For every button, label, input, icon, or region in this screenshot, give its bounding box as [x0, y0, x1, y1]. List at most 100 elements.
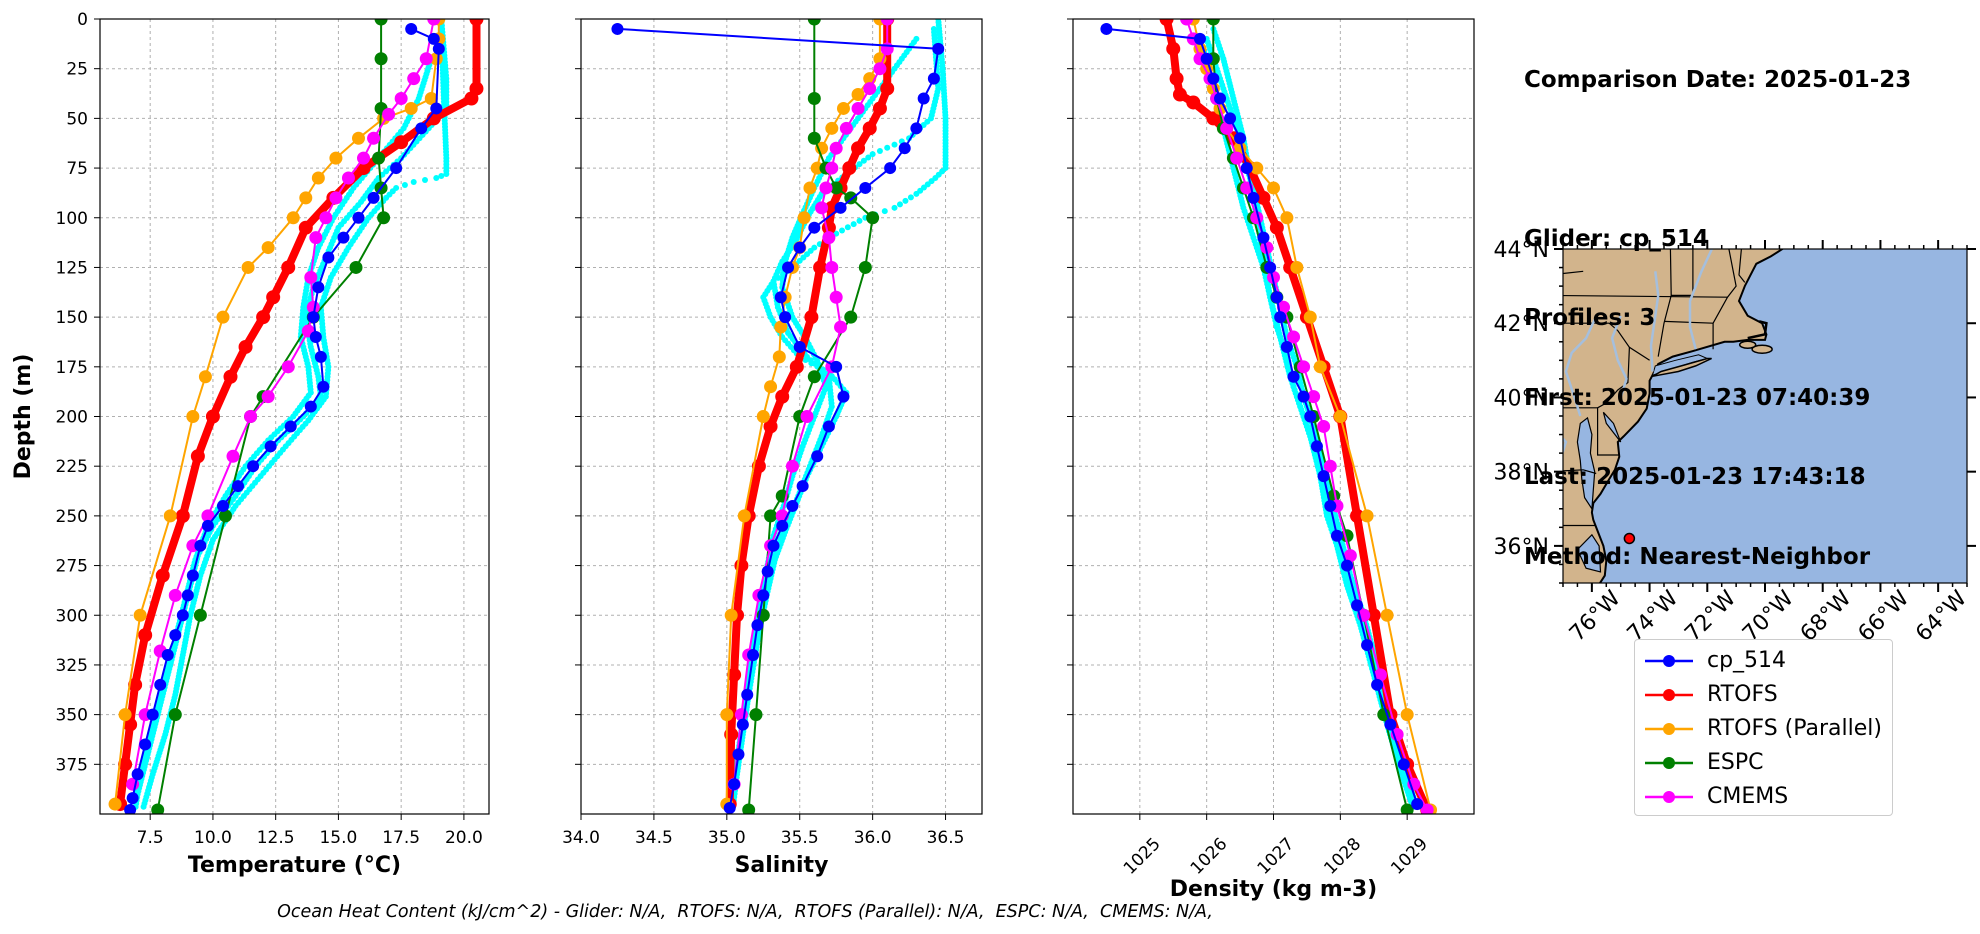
- data-point: [133, 608, 147, 622]
- data-point: [407, 72, 421, 86]
- plot-area: [108, 19, 484, 814]
- data-point: [307, 311, 320, 324]
- x-tick-label: 35.5: [781, 828, 819, 848]
- x-tick-label: 10.0: [194, 828, 232, 848]
- long-island: [1652, 357, 1712, 378]
- data-point: [1380, 608, 1394, 622]
- data-point: [390, 162, 403, 175]
- data-point: [1100, 22, 1113, 35]
- data-point: [749, 708, 763, 722]
- data-point: [419, 52, 433, 66]
- lon-tick-label: 64°W: [1911, 586, 1972, 647]
- data-point: [796, 480, 809, 493]
- data-point: [241, 260, 255, 274]
- legend-label: RTOFS (Parallel): [1707, 716, 1882, 741]
- data-point: [1384, 718, 1397, 731]
- series-rtofs: [1159, 19, 1435, 814]
- data-point: [1269, 220, 1284, 235]
- data-point: [880, 81, 895, 96]
- glider-raw-point: [902, 197, 909, 204]
- glider-raw-point: [891, 141, 898, 148]
- x-tick-label: 17.5: [382, 828, 420, 848]
- y-tick-label: 100: [56, 209, 88, 229]
- data-point: [374, 52, 388, 66]
- state-border: [1563, 469, 1597, 475]
- data-point: [839, 121, 853, 135]
- data-point: [1400, 708, 1414, 722]
- data-point: [427, 19, 441, 26]
- state-border: [1563, 322, 1650, 361]
- x-axis-label: Density (kg m-3): [1170, 877, 1378, 902]
- data-point: [154, 678, 167, 691]
- legend-swatch-icon: [1645, 723, 1693, 735]
- data-point: [1169, 71, 1184, 86]
- data-point: [1207, 72, 1220, 85]
- data-point: [1317, 470, 1330, 483]
- glider-raw-point: [443, 171, 450, 178]
- glider-name: Glider: cp_514: [1524, 225, 1709, 252]
- data-point: [298, 220, 313, 235]
- data-point: [822, 420, 835, 433]
- data-point: [761, 565, 774, 578]
- data-point: [176, 609, 189, 622]
- data-point: [186, 410, 200, 423]
- glider-raw-point: [438, 173, 445, 180]
- data-point: [281, 260, 296, 275]
- data-point: [728, 778, 741, 791]
- data-point: [1397, 758, 1410, 771]
- data-point: [304, 400, 317, 413]
- comparison-date: Comparison Date: 2025-01-23: [1524, 67, 1912, 93]
- river: [1610, 315, 1628, 398]
- x-tick-label: 15.0: [319, 828, 357, 848]
- data-point: [772, 350, 786, 364]
- x-axis-label: Temperature (°C): [188, 853, 401, 878]
- x-tick-label: 1028: [1320, 834, 1365, 879]
- data-point: [1250, 161, 1264, 175]
- data-point: [844, 310, 858, 324]
- x-tick-label: 34.5: [635, 828, 673, 848]
- glider-raw-point: [869, 151, 876, 158]
- data-point: [1327, 489, 1341, 503]
- data-point: [1290, 260, 1304, 274]
- data-point: [825, 260, 839, 274]
- x-tick-label: 1029: [1387, 834, 1432, 879]
- series-glider: [1100, 22, 1424, 811]
- state-border: [1563, 294, 1728, 298]
- data-point: [803, 181, 817, 195]
- data-point: [404, 101, 418, 115]
- data-point: [825, 161, 839, 175]
- y-tick-label: 275: [56, 557, 88, 577]
- data-point: [815, 201, 829, 215]
- data-point: [1341, 559, 1354, 572]
- glider-raw-point: [839, 227, 846, 234]
- temperature-panel: 7.5 10.0 12.5 15.0 17.5 20.0 0 25 50 75 100 125 150 1…: [11, 10, 490, 878]
- data-point: [1343, 549, 1357, 563]
- data-point: [169, 629, 182, 642]
- legend-swatch-icon: [1645, 689, 1693, 701]
- data-point: [1220, 121, 1234, 135]
- legend: cp_514 RTOFS RTOFS (Parallel) ESPC CMEMS: [1634, 639, 1893, 816]
- y-tick-label: 325: [56, 656, 88, 676]
- data-point: [776, 519, 789, 532]
- profile-count: Profiles: 3: [1524, 305, 1656, 331]
- data-point: [469, 19, 484, 26]
- data-point: [146, 708, 159, 721]
- data-point: [304, 270, 318, 284]
- state-border: [1738, 249, 1746, 283]
- glider-raw-point: [422, 176, 429, 183]
- data-point: [1287, 370, 1300, 383]
- data-point: [1159, 19, 1174, 26]
- data-point: [807, 92, 821, 105]
- lat-tick-label: 36°N: [1494, 535, 1549, 560]
- data-point: [168, 708, 182, 722]
- data-point: [193, 608, 207, 622]
- data-point: [1333, 410, 1347, 423]
- data-point: [723, 802, 736, 814]
- x-tick-label: 1025: [1120, 834, 1165, 879]
- land-mass: [1563, 249, 1785, 583]
- data-point: [819, 181, 833, 195]
- data-point: [779, 311, 792, 324]
- series-line: [1106, 27, 1419, 805]
- data-point: [194, 539, 207, 552]
- data-point: [1287, 330, 1301, 344]
